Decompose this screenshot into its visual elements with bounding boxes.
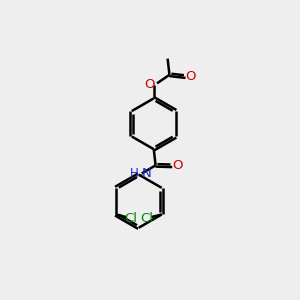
Text: O: O bbox=[145, 78, 155, 91]
Text: Cl: Cl bbox=[124, 212, 137, 225]
Text: O: O bbox=[185, 70, 196, 83]
Text: Cl: Cl bbox=[140, 212, 154, 225]
Text: O: O bbox=[172, 159, 183, 172]
Text: N: N bbox=[141, 167, 151, 180]
Text: H: H bbox=[130, 167, 138, 180]
